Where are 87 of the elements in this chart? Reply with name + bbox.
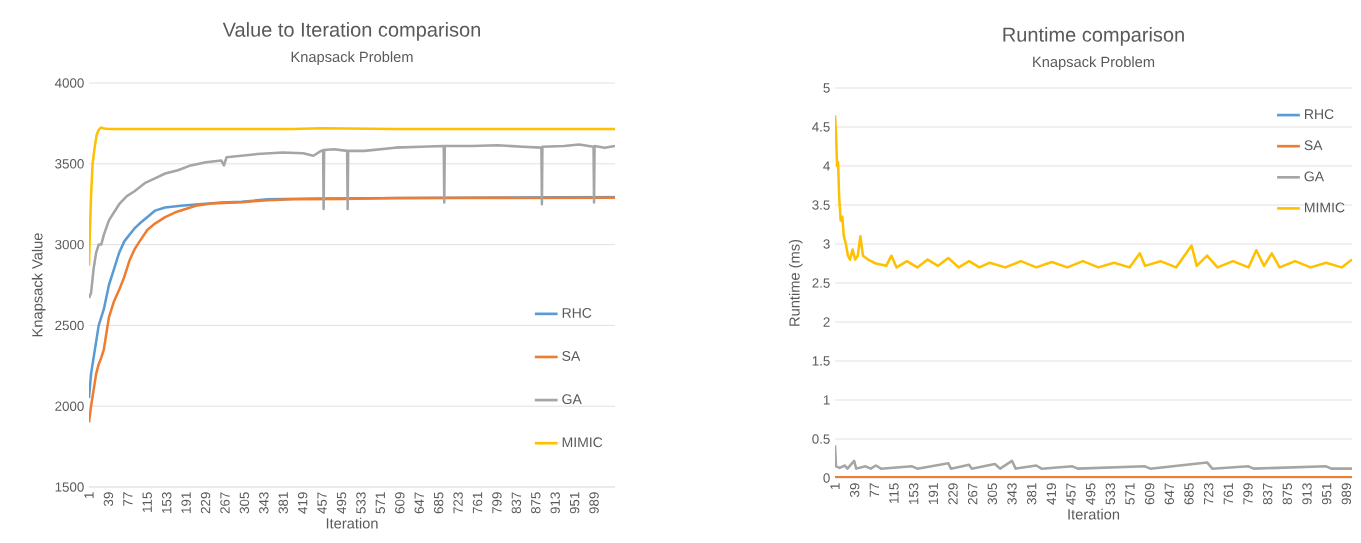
x-tick-label: 305 <box>239 492 250 514</box>
x-tick-label: 799 <box>1243 483 1253 505</box>
y-tick-label: 1500 <box>55 482 84 492</box>
x-tick-label: 115 <box>889 483 899 503</box>
y-axis-title: Runtime (ms) <box>788 239 803 326</box>
x-tick-label: 1 <box>84 492 94 499</box>
x-tick-label: 153 <box>908 483 919 504</box>
legend-label: SA <box>1304 140 1323 151</box>
x-tick-label: 1 <box>830 483 840 490</box>
legend-label: GA <box>562 394 582 405</box>
x-tick-label: 457 <box>1066 483 1076 505</box>
x-tick-label: 343 <box>1007 483 1017 505</box>
legend-label: MIMIC <box>562 437 603 448</box>
x-tick-label: 609 <box>395 492 405 514</box>
x-tick-label: 191 <box>181 492 191 513</box>
x-tick-label: 419 <box>1046 483 1057 505</box>
x-tick-label: 913 <box>1302 483 1312 505</box>
x-tick-label: 989 <box>1341 483 1352 505</box>
y-tick-label: 1 <box>823 395 830 405</box>
y-tick-label: 0.5 <box>812 434 830 444</box>
y-tick-label: 2500 <box>55 320 84 331</box>
y-tick-label: 4000 <box>54 78 84 88</box>
y-tick-label: 2 <box>823 317 830 327</box>
x-tick-label: 115 <box>142 492 152 512</box>
x-tick-label: 647 <box>414 492 424 514</box>
x-tick-label: 267 <box>967 483 978 505</box>
x-tick-label: 457 <box>317 492 327 514</box>
x-tick-label: 39 <box>103 492 114 507</box>
x-tick-label: 761 <box>1223 483 1234 505</box>
x-tick-label: 229 <box>948 483 958 505</box>
x-tick-label: 723 <box>1203 483 1214 505</box>
y-tick-label: 0 <box>823 473 830 483</box>
x-tick-label: 571 <box>375 492 386 514</box>
legend-label: SA <box>562 351 581 362</box>
y-tick-label: 2.5 <box>812 278 830 288</box>
y-tick-label: 1.5 <box>812 356 830 366</box>
x-tick-label: 495 <box>1085 483 1096 505</box>
legend-label: MIMIC <box>1305 202 1345 213</box>
x-tick-label: 875 <box>531 492 541 514</box>
y-axis-title: Knapsack Value <box>31 233 46 337</box>
x-tick-label: 571 <box>1125 483 1135 505</box>
x-tick-label: 495 <box>336 492 347 514</box>
x-tick-label: 39 <box>849 483 860 498</box>
x-axis-title: Iteration <box>326 517 378 529</box>
y-tick-label: 2000 <box>55 401 84 411</box>
x-tick-label: 837 <box>1262 483 1273 505</box>
x-tick-label: 951 <box>1321 483 1332 505</box>
x-tick-label: 837 <box>511 492 522 514</box>
x-tick-label: 685 <box>1184 483 1194 505</box>
x-tick-label: 381 <box>278 492 288 514</box>
chart-title: Value to Iteration comparison <box>222 22 480 41</box>
legend-label: RHC <box>562 307 592 318</box>
x-tick-label: 305 <box>987 483 998 505</box>
x-tick-label: 913 <box>550 492 560 514</box>
x-tick-label: 875 <box>1282 483 1293 505</box>
x-tick-label: 77 <box>869 483 879 497</box>
y-tick-label: 4 <box>823 161 830 171</box>
y-tick-label: 3000 <box>55 239 84 250</box>
x-tick-label: 191 <box>928 483 939 504</box>
x-tick-label: 533 <box>1105 483 1116 505</box>
chart-subtitle: Knapsack Problem <box>1033 56 1155 70</box>
x-tick-label: 267 <box>220 492 230 514</box>
x-tick-label: 381 <box>1026 483 1037 505</box>
x-tick-label: 799 <box>492 492 502 514</box>
chart-subtitle: Knapsack Problem <box>291 51 413 65</box>
y-tick-label: 3 <box>823 239 830 249</box>
legend-label: RHC <box>1305 109 1334 120</box>
x-tick-label: 419 <box>297 492 308 514</box>
x-tick-label: 951 <box>569 492 580 514</box>
x-tick-label: 685 <box>433 492 444 514</box>
chart-title: Runtime comparison <box>1003 27 1184 46</box>
y-tick-label: 3500 <box>55 159 84 169</box>
x-tick-label: 229 <box>200 492 211 514</box>
y-tick-label: 3.5 <box>812 200 830 210</box>
x-axis-title: Iteration <box>1068 508 1120 520</box>
x-tick-label: 77 <box>123 492 133 506</box>
x-tick-label: 989 <box>589 492 599 514</box>
y-tick-label: 4.5 <box>812 122 830 132</box>
x-tick-label: 153 <box>161 492 172 513</box>
x-tick-label: 723 <box>453 492 463 514</box>
legend-label: GA <box>1304 171 1325 182</box>
x-tick-label: 343 <box>259 492 269 514</box>
x-tick-label: 647 <box>1164 483 1175 505</box>
x-tick-label: 533 <box>356 492 366 514</box>
x-tick-label: 609 <box>1144 483 1155 505</box>
y-tick-label: 5 <box>823 83 830 93</box>
x-tick-label: 761 <box>472 492 483 514</box>
